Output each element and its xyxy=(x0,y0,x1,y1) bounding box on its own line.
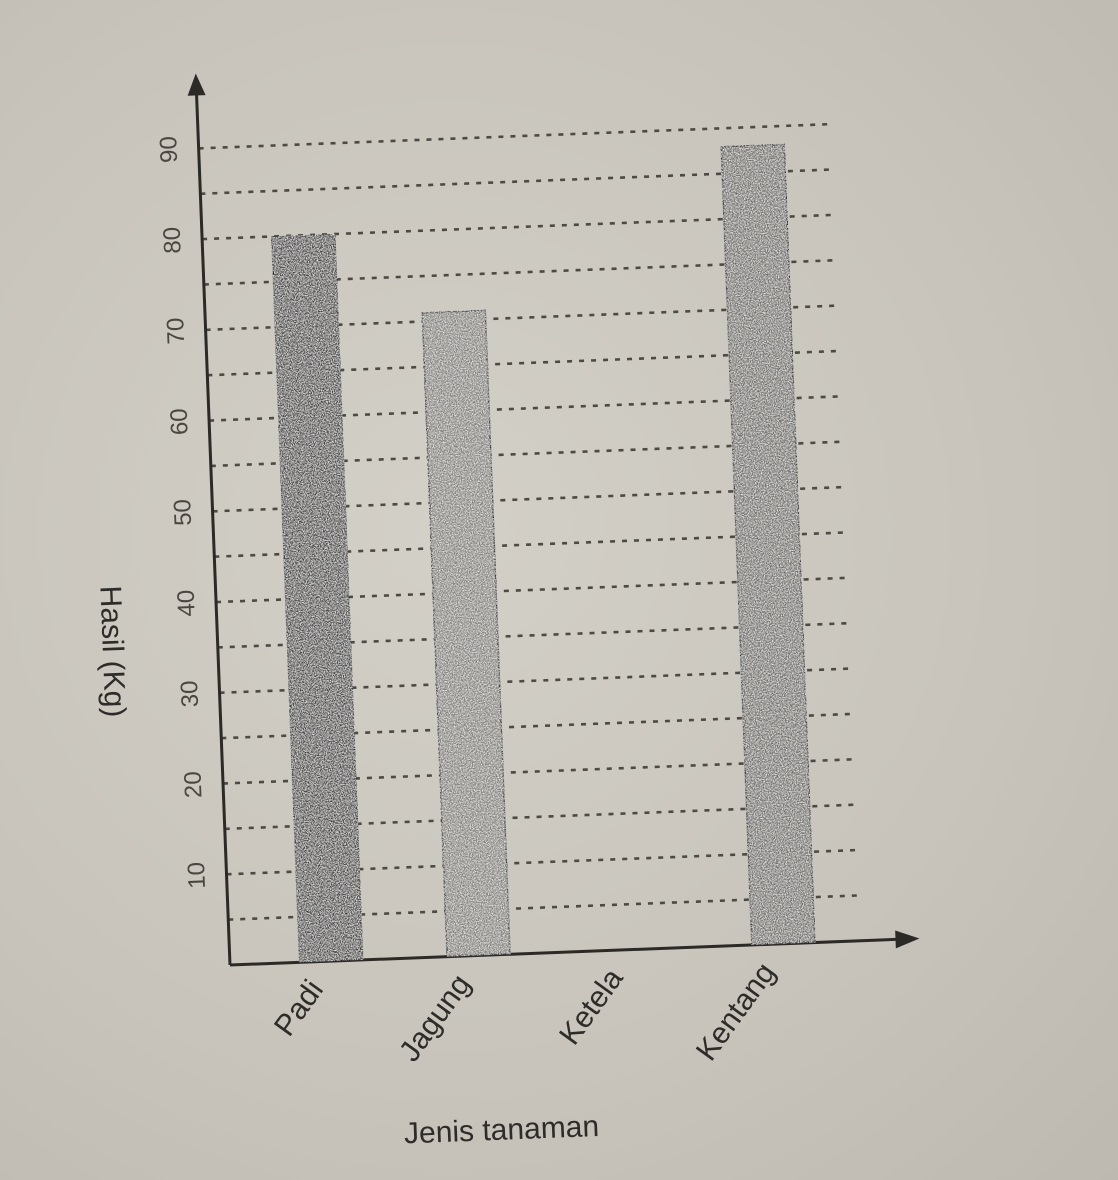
bar-jagung xyxy=(420,308,512,958)
gridline xyxy=(228,894,858,921)
y-tick-label: 10 xyxy=(183,862,211,890)
gridline xyxy=(222,758,853,785)
x-axis-arrow xyxy=(895,930,920,949)
gridline xyxy=(210,440,841,468)
y-tick-label: 40 xyxy=(173,589,201,617)
gridline xyxy=(216,576,846,604)
gridline xyxy=(207,349,837,377)
gridline xyxy=(219,667,850,695)
gridline xyxy=(224,803,855,831)
gridline xyxy=(198,122,829,150)
gridline xyxy=(202,213,832,241)
y-tick-label: 90 xyxy=(155,136,183,164)
gridline xyxy=(200,168,830,196)
y-tick-label: 70 xyxy=(162,317,190,345)
gridline xyxy=(209,395,839,422)
x-tick-label-padi: Padi xyxy=(268,974,330,1042)
gridline xyxy=(212,485,843,513)
x-tick-label-jagung: Jagung xyxy=(393,969,477,1068)
plot-area: 10 20 30 40 50 60 70 80 90 Padi Jagung Ketela Kentan… xyxy=(93,73,920,1150)
y-axis-arrow xyxy=(187,73,206,96)
y-tick-label: 30 xyxy=(176,680,204,708)
y-tick-label: 60 xyxy=(166,408,194,436)
x-tick-label-ketela: Ketela xyxy=(553,962,630,1051)
gridline xyxy=(203,259,834,286)
bar-kentang xyxy=(719,142,817,947)
y-axis-line xyxy=(194,81,232,966)
gridline xyxy=(226,848,857,876)
y-axis-title: Hasil (Kg) xyxy=(93,585,131,718)
bar-padi xyxy=(270,232,365,964)
gridline xyxy=(221,712,851,740)
gridline xyxy=(217,621,848,649)
x-axis-title: Jenis tanaman xyxy=(403,1110,599,1150)
gridline xyxy=(205,304,836,332)
gridline xyxy=(214,531,844,559)
y-tick-label: 80 xyxy=(159,226,187,254)
y-tick-label: 20 xyxy=(180,771,208,799)
x-tick-label-kentang: Kentang xyxy=(690,957,782,1067)
y-tick-label: 50 xyxy=(169,499,197,527)
